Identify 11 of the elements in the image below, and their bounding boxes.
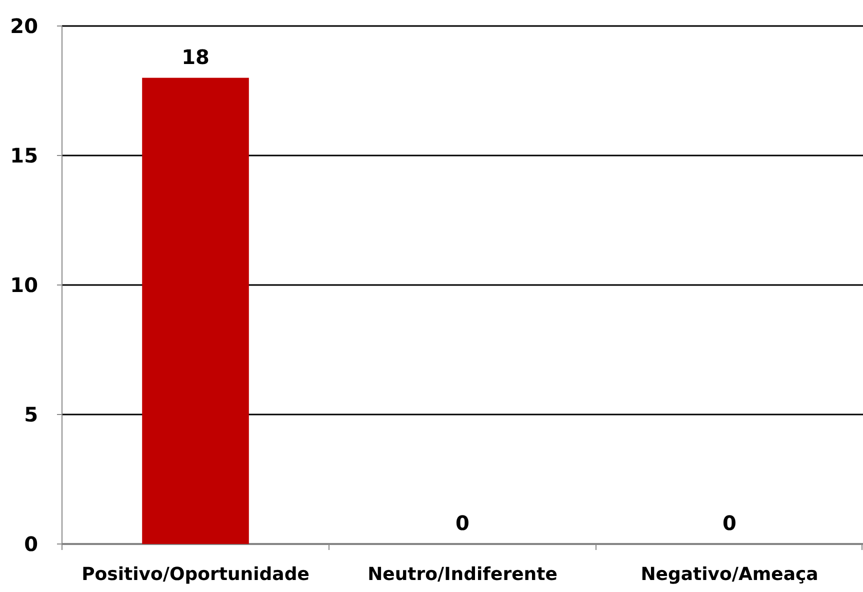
data-label: 18 bbox=[182, 44, 210, 69]
y-tick-label: 5 bbox=[24, 402, 38, 426]
y-tick-label: 15 bbox=[10, 144, 38, 168]
data-label: 0 bbox=[456, 511, 470, 535]
x-tick-label: Positivo/Oportunidade bbox=[82, 564, 310, 585]
y-tick-label: 10 bbox=[10, 273, 38, 297]
y-tick-label: 20 bbox=[10, 14, 38, 38]
data-label: 0 bbox=[722, 511, 736, 535]
x-tick-label: Neutro/Indiferente bbox=[368, 564, 558, 585]
x-tick-label: Negativo/Ameaça bbox=[640, 564, 818, 585]
y-tick-label: 0 bbox=[24, 532, 38, 556]
